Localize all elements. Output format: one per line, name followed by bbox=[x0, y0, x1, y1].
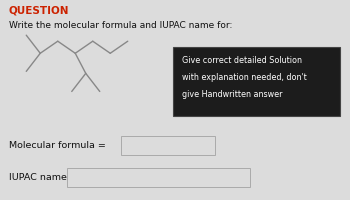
Text: QUESTION: QUESTION bbox=[9, 5, 69, 15]
Text: with explanation needed, don't: with explanation needed, don't bbox=[182, 73, 307, 82]
FancyBboxPatch shape bbox=[66, 168, 250, 187]
Text: give Handwritten answer: give Handwritten answer bbox=[182, 90, 282, 99]
Text: IUPAC name =: IUPAC name = bbox=[9, 173, 78, 181]
Text: Molecular formula =: Molecular formula = bbox=[9, 141, 106, 149]
Text: Write the molecular formula and IUPAC name for:: Write the molecular formula and IUPAC na… bbox=[9, 21, 232, 30]
FancyBboxPatch shape bbox=[121, 136, 215, 155]
FancyBboxPatch shape bbox=[173, 48, 340, 116]
Text: Give correct detailed Solution: Give correct detailed Solution bbox=[182, 56, 302, 65]
